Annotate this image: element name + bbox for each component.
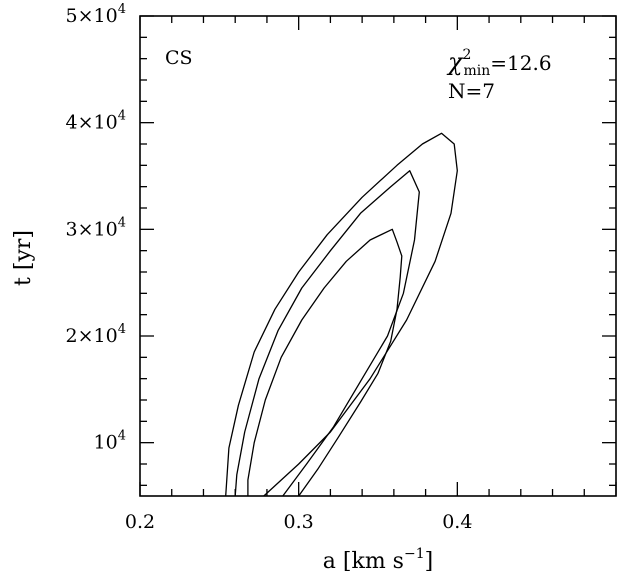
y-tick-label: 3×104 xyxy=(66,215,126,240)
species-label: CS xyxy=(165,47,193,69)
y-axis-label: t [yr] xyxy=(11,230,36,286)
y-tick-label: 4×104 xyxy=(66,109,126,134)
x-tick-label: 0.4 xyxy=(442,511,472,533)
contour-inner xyxy=(247,228,403,497)
chi-sub: min xyxy=(463,63,490,79)
plot-frame xyxy=(139,15,617,497)
y-tick-label: 5×104 xyxy=(66,2,126,27)
x-tick-label: 0.3 xyxy=(284,511,314,533)
chi-sup: 2 xyxy=(463,47,472,63)
contour-outer xyxy=(225,132,458,497)
chi-min-label: χ2 min=12.6 xyxy=(446,47,552,79)
y-tick-labels: 104 2×104 3×104 4×104 5×104 xyxy=(66,2,126,454)
chi-symbol: χ xyxy=(446,48,464,76)
x-tick-labels: 0.2 0.3 0.4 xyxy=(125,511,473,533)
chi-value: =12.6 xyxy=(490,51,551,75)
x-axis-label: a [km s−1] xyxy=(323,546,433,574)
y-tick-label: 2×104 xyxy=(66,322,126,347)
contour-middle xyxy=(234,170,420,497)
n-label: N=7 xyxy=(448,79,495,103)
x-tick-label: 0.2 xyxy=(125,511,155,533)
axis-ticks xyxy=(139,15,617,496)
y-tick-label: 104 xyxy=(94,429,126,454)
contour-lines xyxy=(225,132,458,497)
